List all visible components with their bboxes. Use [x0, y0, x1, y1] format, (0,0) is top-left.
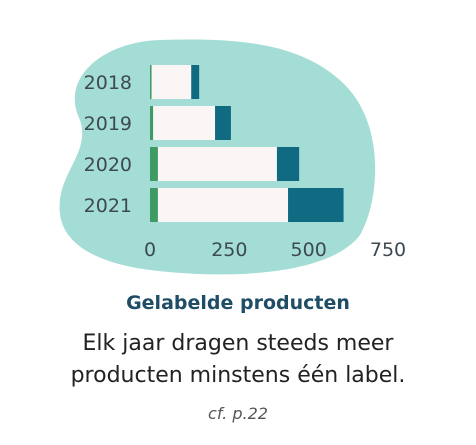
bar-2019-segment-2: [153, 106, 216, 140]
bar-2019-segment-3: [215, 106, 231, 140]
bar-2021-segment-3: [288, 188, 344, 222]
x-tick-label: 250: [211, 239, 247, 261]
y-tick-label: 2019: [84, 113, 132, 135]
bar-2018-segment-3: [191, 65, 200, 99]
bar-2019-segment-1: [150, 106, 154, 140]
bar-2020-segment-1: [150, 147, 158, 181]
x-tick-label: 750: [370, 239, 406, 261]
y-axis-labels: 2018 2019 2020 2021: [84, 72, 132, 217]
y-tick-label: 2020: [84, 154, 132, 176]
y-tick-label: 2018: [84, 72, 132, 94]
bar-2018-segment-2: [151, 65, 192, 99]
bar-2021-segment-2: [157, 188, 289, 222]
y-tick-label: 2021: [84, 195, 132, 217]
bar-2020-segment-2: [157, 147, 277, 181]
bar-2018-segment-1: [150, 65, 152, 99]
x-axis-labels: 0 250 500 750: [144, 239, 406, 261]
caption-line-1: Elk jaar dragen steeds meer: [82, 331, 394, 356]
x-tick-label: 500: [291, 239, 327, 261]
bar-2021-segment-1: [150, 188, 158, 222]
chart: 2018 2019 2020 2021 0 250 500 750: [59, 39, 406, 275]
caption-reference: cf. p.22: [208, 404, 268, 423]
bar-2020-segment-3: [276, 147, 300, 181]
caption-title: Gelabelde producten: [126, 292, 350, 314]
caption-line-2: producten minstens één label.: [70, 363, 406, 388]
x-tick-label: 0: [144, 239, 156, 261]
caption-body: Elk jaar dragen steeds meer producten mi…: [0, 328, 476, 392]
bars-group: [150, 65, 344, 222]
